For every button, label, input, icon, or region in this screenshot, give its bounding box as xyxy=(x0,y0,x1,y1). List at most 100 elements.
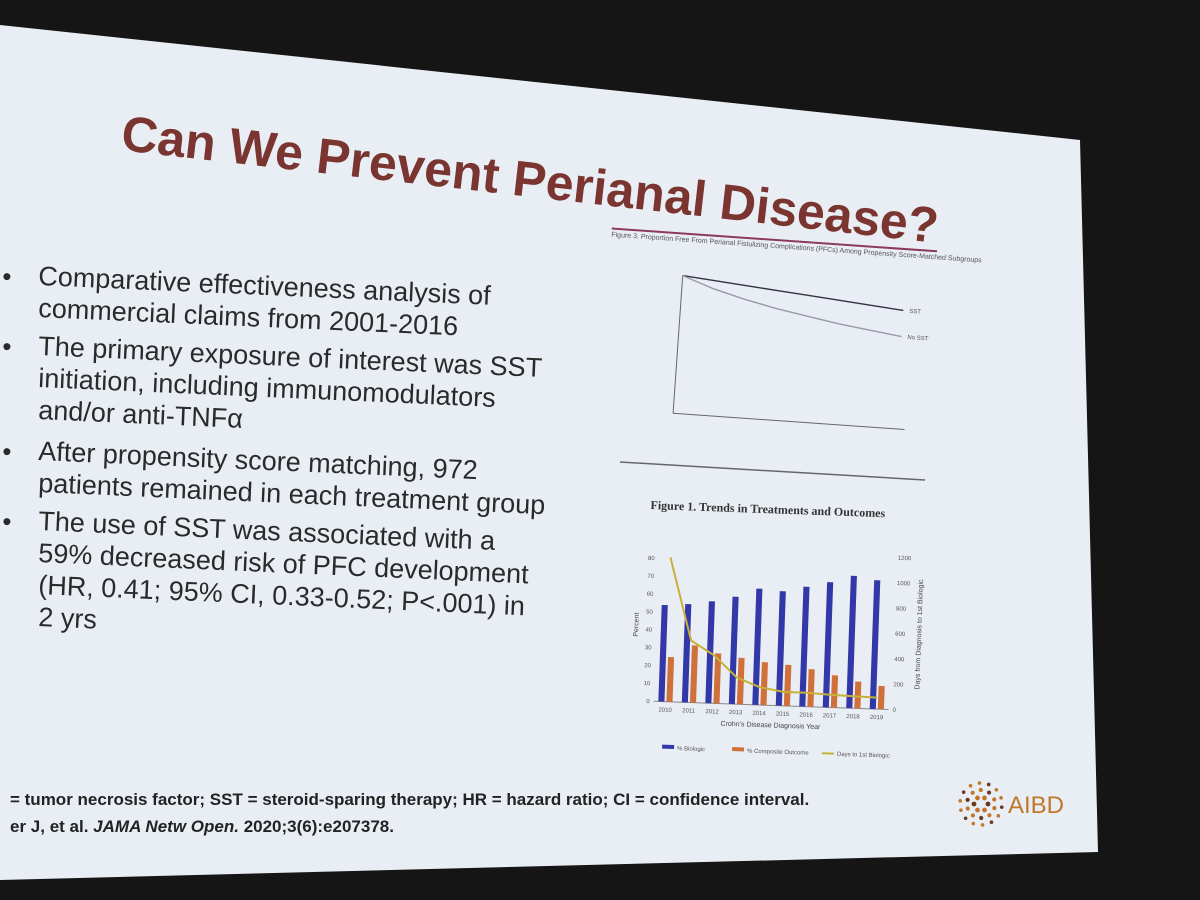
figure-1-x-tick: 2011 xyxy=(682,708,696,714)
figure-1-y2-tick: 200 xyxy=(893,682,904,688)
logo-dot xyxy=(980,823,985,827)
logo-dot xyxy=(975,807,980,813)
logo-dot xyxy=(965,806,970,811)
logo-dot xyxy=(992,806,997,811)
aibd-logo-icon xyxy=(958,781,1004,827)
figure-1-y-label: Percent xyxy=(633,612,641,636)
figure-1-y2-tick: 600 xyxy=(895,632,906,638)
figure-1-legend-entry: % Composite Outcome xyxy=(747,749,810,757)
figure-1-bar-composite xyxy=(783,664,792,707)
figure-1-bar-composite xyxy=(854,681,862,709)
figure-1-y-tick: 70 xyxy=(647,574,655,580)
figure-1-bar-composite xyxy=(830,675,839,708)
figure-1-legend-entry: Days to 1st Biologic xyxy=(837,752,890,760)
citation-authors: er J, et al. xyxy=(10,817,88,836)
logo-dot xyxy=(989,820,994,825)
figure-1-y-tick: 20 xyxy=(644,663,652,669)
logo-dot xyxy=(986,782,991,787)
figure-1-legend-swatch xyxy=(662,744,675,750)
figure-1-y-tick: 60 xyxy=(647,592,655,598)
logo-dot xyxy=(999,805,1004,809)
footnote-abbreviations: = tumor necrosis factor; SST = steroid-s… xyxy=(10,790,809,809)
figure-divider xyxy=(619,461,926,481)
figure-1-y-tick: 40 xyxy=(645,627,653,633)
figure-1-legend-swatch xyxy=(732,747,745,752)
aibd-logo-text: AIBD xyxy=(1008,792,1064,819)
figure-1-bar-composite xyxy=(736,657,745,705)
figure-1-bar-biologic xyxy=(728,596,739,705)
logo-dot xyxy=(986,790,992,795)
figure-1-y2-tick: 800 xyxy=(896,606,907,612)
figure-1-x-tick: 2010 xyxy=(658,707,672,713)
figure-1-x-tick: 2014 xyxy=(752,711,766,717)
figure-1-y2-tick: 1200 xyxy=(898,556,912,562)
figure-1-bar-biologic xyxy=(822,582,834,708)
figure-1-y-tick: 30 xyxy=(645,645,653,651)
figure-1-bar-biologic xyxy=(658,604,668,702)
figure-1-x-tick: 2017 xyxy=(823,713,837,719)
footnote-citation: er J, et al. JAMA Netw Open. 2020;3(6):e… xyxy=(10,817,394,836)
logo-dot xyxy=(992,797,997,802)
figure-1-bar-composite xyxy=(807,669,815,707)
figure-1-y-tick: 10 xyxy=(643,681,651,687)
figure-3-y-axis xyxy=(672,275,684,414)
figure-3-rule xyxy=(611,227,938,253)
figure-1-x-tick: 2012 xyxy=(705,709,719,715)
figure-1-bar-composite xyxy=(689,645,699,703)
figure-1-y2-tick: 1000 xyxy=(897,581,911,587)
figure-3-series-line xyxy=(682,274,902,338)
logo-dot xyxy=(961,790,966,794)
logo-dot xyxy=(963,816,968,821)
logo-dot xyxy=(985,801,991,807)
figure-1-legend-entry: % Biologic xyxy=(677,746,705,753)
figure-1-bar-composite xyxy=(760,662,768,706)
bullet-marker: • xyxy=(2,261,12,291)
figure-1-bar-chart: Figure 1. Trends in Treatments and Outco… xyxy=(633,498,925,760)
logo-dot xyxy=(975,795,980,801)
figure-1-bar-biologic xyxy=(846,575,857,709)
logo-dot xyxy=(971,821,976,826)
aibd-logo: AIBD xyxy=(958,781,1064,827)
figure-1-bar-biologic xyxy=(869,580,881,710)
figure-3-series-label: SST xyxy=(909,309,921,316)
bullet-marker: • xyxy=(2,506,12,536)
figure-1-y2-tick: 400 xyxy=(894,657,905,663)
figure-3-series-label: No SST xyxy=(907,335,929,342)
bullet-marker: • xyxy=(2,331,12,361)
logo-dot xyxy=(959,808,963,812)
figure-1-y2-label: Days from Diagnosis to 1st Biologic xyxy=(914,579,925,690)
figure-1-bar-biologic xyxy=(799,586,810,707)
bullet-line: 2 yrs xyxy=(38,602,98,635)
slide-surface xyxy=(0,25,1098,880)
figure-1-x-tick: 2013 xyxy=(729,710,743,716)
figure-1-y-tick: 50 xyxy=(646,610,654,616)
logo-dot xyxy=(982,807,987,813)
logo-dot xyxy=(982,795,987,801)
logo-dot xyxy=(968,783,973,788)
logo-dot xyxy=(999,796,1003,800)
logo-dot xyxy=(979,815,984,821)
figure-1-x-tick: 2018 xyxy=(846,714,860,720)
logo-dot xyxy=(958,799,963,803)
logo-dot xyxy=(977,781,982,785)
logo-dot xyxy=(970,790,975,795)
citation-reference: 2020;3(6):e207378. xyxy=(244,817,394,836)
logo-dot xyxy=(970,813,976,818)
figure-1-bar-composite xyxy=(666,657,675,702)
citation-journal: JAMA Netw Open. xyxy=(93,817,239,836)
logo-dot xyxy=(987,813,992,818)
logo-dot xyxy=(965,797,970,802)
bullet-marker: • xyxy=(2,436,12,466)
figure-1-y-tick: 80 xyxy=(648,556,656,562)
figure-1-y2-tick: 0 xyxy=(892,708,896,714)
logo-dot xyxy=(994,787,999,792)
figure-1-x-tick: 2015 xyxy=(776,712,790,718)
logo-dot xyxy=(996,814,1001,818)
figure-1-x-tick: 2016 xyxy=(799,712,813,718)
logo-dot xyxy=(978,787,983,793)
figure-1-bar-composite xyxy=(713,653,722,704)
figure-1-x-label: Crohn's Disease Diagnosis Year xyxy=(720,721,821,732)
footnotes: = tumor necrosis factor; SST = steroid-s… xyxy=(10,790,809,836)
figure-1-x-tick: 2019 xyxy=(870,715,884,721)
